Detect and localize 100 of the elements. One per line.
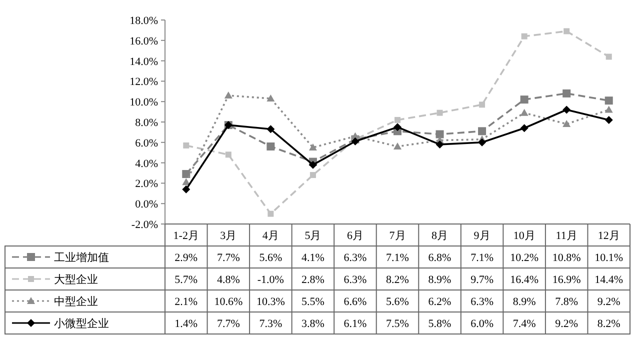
data-label: 7.5% (386, 318, 409, 330)
data-label: 6.0% (470, 318, 494, 330)
data-label: 5.8% (428, 318, 452, 330)
data-label: 8.2% (386, 274, 409, 286)
data-label: 7.7% (216, 252, 240, 264)
data-label: 9.2% (555, 318, 578, 330)
data-label: 16.9% (552, 274, 581, 286)
data-label: 10.2% (510, 252, 539, 264)
point (604, 106, 613, 113)
data-label: 1.4% (174, 318, 198, 330)
data-label: 14.4% (594, 274, 624, 286)
data-label: 6.6% (344, 296, 367, 308)
data-label: 7.8% (555, 296, 578, 308)
point (182, 185, 190, 194)
x-tick-label: 7月 (389, 230, 406, 242)
legend-label: 小微型企业 (54, 317, 109, 330)
point (562, 89, 571, 98)
y-tick-label: 2.0% (135, 178, 158, 190)
data-label: 5.7% (174, 274, 198, 286)
data-label: 5.6% (259, 252, 282, 264)
data-label: 9.7% (470, 274, 494, 286)
data-label: 4.8% (216, 274, 240, 286)
point (479, 102, 486, 108)
data-label: 10.3% (256, 296, 285, 308)
y-tick-label: 8.0% (135, 117, 158, 129)
y-tick-label: 16.0% (130, 35, 158, 48)
legend-label: 中型企业 (54, 295, 98, 308)
data-label: 6.3% (470, 296, 494, 308)
point (310, 172, 316, 178)
legend-label: 大型企业 (54, 273, 98, 286)
data-label: 10.8% (552, 252, 581, 264)
point (183, 142, 190, 148)
point (266, 94, 275, 102)
point (564, 28, 570, 34)
data-label: 7.1% (470, 252, 494, 264)
x-tick-label: 11月 (556, 230, 578, 242)
point (394, 142, 402, 150)
data-label: 16.4% (510, 274, 539, 286)
data-label: 6.3% (344, 252, 367, 264)
data-label: 2.1% (174, 296, 198, 308)
point (436, 140, 444, 148)
point (520, 108, 528, 116)
x-tick-label: 12月 (598, 230, 620, 242)
point (394, 123, 402, 132)
data-label: 10.1% (594, 252, 624, 264)
point (520, 96, 528, 104)
data-label: 3.8% (301, 318, 324, 330)
point (604, 96, 613, 105)
x-tick-label: 1-2月 (173, 230, 199, 242)
point (224, 91, 232, 98)
data-label: 8.9% (512, 296, 536, 308)
data-label: 7.1% (386, 252, 409, 264)
point (562, 120, 571, 128)
data-label: 10.6% (214, 296, 243, 308)
point (182, 170, 190, 178)
x-tick-label: 6月 (346, 230, 364, 242)
point (266, 142, 275, 150)
legend-label: 工业增加值 (54, 251, 109, 264)
point (604, 116, 613, 124)
data-label: 6.3% (344, 274, 367, 286)
y-tick-label: 18.0% (130, 15, 158, 27)
x-tick-label: 10月 (513, 230, 536, 242)
data-label: 5.6% (386, 296, 409, 308)
x-tick-label: 3月 (220, 230, 237, 242)
y-tick-label: 12.0% (130, 76, 158, 88)
point (436, 130, 444, 138)
point (394, 116, 400, 123)
point (266, 125, 275, 134)
data-label: 6.8% (428, 252, 452, 264)
data-label: 8.9% (428, 274, 452, 286)
x-tick-label: 5月 (304, 230, 322, 242)
data-label: 7.4% (512, 318, 536, 330)
data-label: 2.9% (174, 252, 198, 264)
point (606, 54, 612, 60)
x-tick-label: 8月 (432, 230, 448, 242)
data-label: 8.2% (597, 318, 620, 330)
y-tick-label: 0.0% (135, 198, 158, 211)
data-label: 6.2% (428, 296, 452, 308)
y-tick-label: 4.0% (135, 158, 158, 170)
data-label: -1.0% (257, 274, 284, 286)
x-tick-label: 4月 (262, 230, 279, 242)
data-label: 6.1% (344, 318, 367, 330)
data-label: 5.5% (301, 296, 324, 308)
point (308, 160, 317, 169)
data-label: 2.8% (301, 274, 324, 286)
y-tick-label: 10.0% (130, 96, 158, 109)
point (308, 144, 317, 150)
point (268, 210, 274, 217)
point (562, 106, 571, 114)
data-label: 7.7% (216, 318, 240, 330)
point (521, 33, 528, 40)
point (225, 152, 232, 158)
point (520, 124, 528, 132)
data-label: 7.3% (259, 318, 282, 330)
data-label: 4.1% (301, 252, 324, 264)
x-tick-label: 9月 (474, 230, 490, 242)
y-tick-label: 14.0% (130, 56, 158, 68)
point (478, 127, 486, 136)
point (436, 110, 443, 116)
y-tick-label: 6.0% (135, 137, 158, 150)
